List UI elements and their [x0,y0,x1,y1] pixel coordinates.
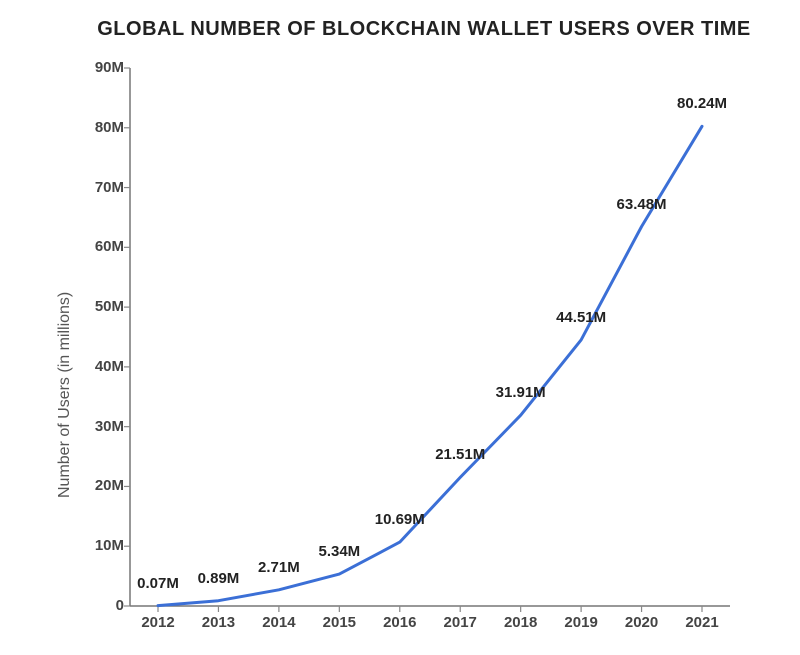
data-point-label: 63.48M [617,196,667,213]
y-tick-label: 80M [78,119,124,136]
x-tick-label: 2020 [612,614,672,631]
y-tick-label: 40M [78,358,124,375]
y-tick-label: 50M [78,298,124,315]
y-axis-title: Number of Users (in millions) [56,292,74,498]
x-tick-label: 2021 [672,614,732,631]
y-tick-label: 10M [78,537,124,554]
y-tick-label: 90M [78,59,124,76]
y-tick-label: 20M [78,477,124,494]
x-tick-label: 2016 [370,614,430,631]
data-point-label: 10.69M [375,511,425,528]
x-tick-label: 2017 [430,614,490,631]
y-tick-label: 30M [78,418,124,435]
y-tick-label: 60M [78,238,124,255]
chart-canvas [80,60,740,620]
x-tick-label: 2012 [128,614,188,631]
x-tick-label: 2018 [491,614,551,631]
data-point-label: 0.89M [198,570,240,587]
y-tick-label: 0 [78,597,124,614]
x-tick-label: 2019 [551,614,611,631]
data-point-label: 2.71M [258,559,300,576]
data-point-label: 21.51M [435,446,485,463]
y-tick-label: 70M [78,179,124,196]
x-tick-label: 2013 [188,614,248,631]
data-point-label: 0.07M [137,575,179,592]
data-point-label: 80.24M [677,95,727,112]
line-chart: 010M20M30M40M50M60M70M80M90M201220132014… [80,60,740,620]
chart-title: GLOBAL NUMBER OF BLOCKCHAIN WALLET USERS… [58,18,790,41]
data-point-label: 44.51M [556,309,606,326]
x-tick-label: 2014 [249,614,309,631]
data-point-label: 31.91M [496,384,546,401]
x-tick-label: 2015 [309,614,369,631]
data-point-label: 5.34M [318,543,360,560]
